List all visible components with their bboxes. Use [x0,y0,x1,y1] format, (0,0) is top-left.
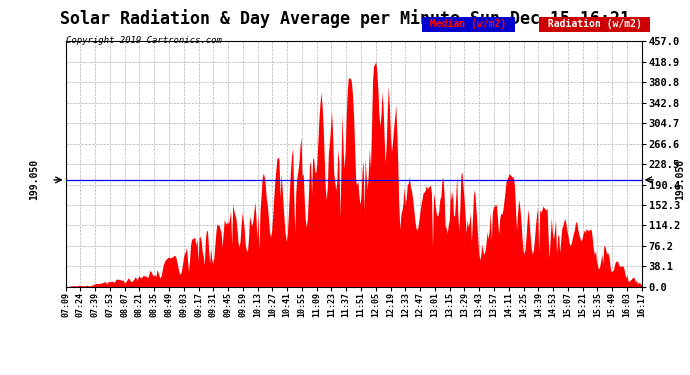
Text: Median (w/m2): Median (w/m2) [424,20,513,29]
Text: Radiation (w/m2): Radiation (w/m2) [542,20,647,29]
Text: 199.050: 199.050 [30,159,39,201]
Text: 199.050: 199.050 [675,159,684,201]
Text: Solar Radiation & Day Average per Minute Sun Dec 15 16:21: Solar Radiation & Day Average per Minute… [60,9,630,28]
Text: Copyright 2019 Cartronics.com: Copyright 2019 Cartronics.com [66,36,221,45]
